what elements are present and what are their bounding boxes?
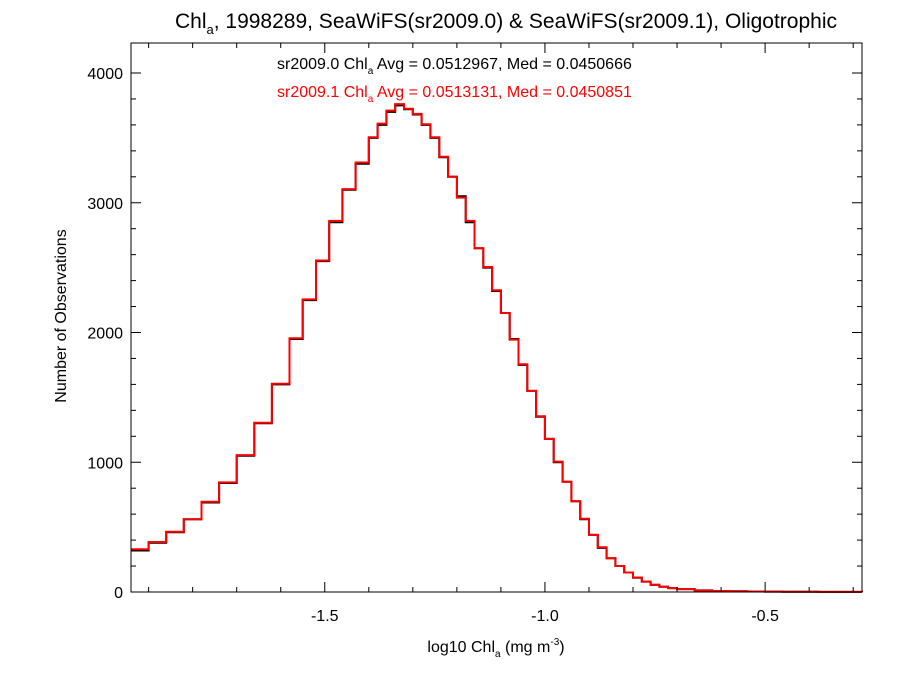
y-tick-label: 4000 <box>87 66 123 83</box>
y-tick-label: 1000 <box>87 455 123 472</box>
y-axis-label: Number of Observations <box>53 229 70 402</box>
plot-frame <box>130 42 863 593</box>
annotation-sr2009-1: sr2009.1 Chla Avg = 0.0513131, Med = 0.0… <box>277 84 632 105</box>
x-tick-label: -1.0 <box>531 608 559 625</box>
chart-title: Chla, 1998289, SeaWiFS(sr2009.0) & SeaWi… <box>175 10 837 37</box>
y-tick-label: 3000 <box>87 196 123 213</box>
x-axis-label: log10 Chla (mg m-3) <box>427 637 564 660</box>
series-line-0 <box>131 104 863 593</box>
series-line-1 <box>131 103 863 593</box>
y-axis: 0 1000 2000 3000 4000 <box>87 66 862 602</box>
x-tick-label: -0.5 <box>751 608 779 625</box>
x-tick-label: -1.5 <box>311 608 339 625</box>
y-tick-label: 2000 <box>87 326 123 343</box>
y-tick-label: 0 <box>114 585 123 602</box>
annotation-sr2009-0: sr2009.0 Chla Avg = 0.0512967, Med = 0.0… <box>277 56 632 77</box>
series-layer <box>131 103 863 593</box>
x-axis: -1.5 -1.0 -0.5 <box>148 43 854 625</box>
